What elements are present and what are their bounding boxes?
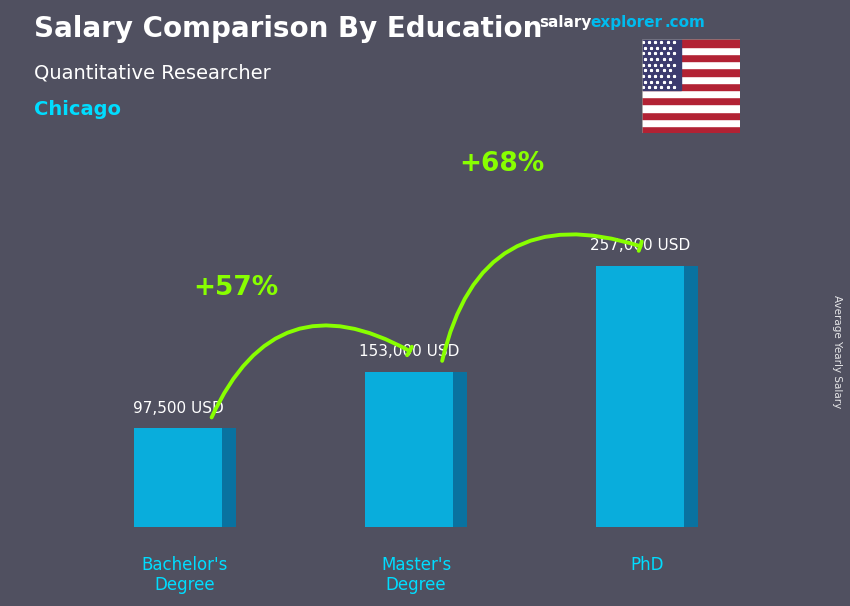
Text: +57%: +57% bbox=[193, 275, 279, 301]
Bar bbox=[642, 39, 681, 90]
Text: Master's
Degree: Master's Degree bbox=[381, 556, 451, 594]
Text: Salary Comparison By Education: Salary Comparison By Education bbox=[34, 15, 542, 43]
Bar bbox=[642, 90, 740, 97]
Text: +68%: +68% bbox=[459, 152, 544, 178]
Text: salary: salary bbox=[540, 15, 592, 30]
Bar bbox=[642, 112, 740, 119]
Polygon shape bbox=[366, 371, 453, 527]
Text: Chicago: Chicago bbox=[34, 100, 121, 119]
Polygon shape bbox=[134, 428, 222, 527]
Bar bbox=[642, 119, 740, 126]
Bar bbox=[642, 126, 740, 133]
Polygon shape bbox=[222, 428, 235, 527]
Bar bbox=[642, 83, 740, 90]
Bar bbox=[642, 68, 740, 76]
Polygon shape bbox=[684, 266, 698, 527]
Polygon shape bbox=[597, 266, 684, 527]
Text: 257,000 USD: 257,000 USD bbox=[590, 238, 690, 253]
Polygon shape bbox=[453, 371, 467, 527]
Text: Average Yearly Salary: Average Yearly Salary bbox=[832, 295, 842, 408]
Bar bbox=[642, 97, 740, 104]
Bar bbox=[642, 104, 740, 112]
Bar bbox=[642, 54, 740, 61]
Text: 97,500 USD: 97,500 USD bbox=[133, 401, 224, 416]
Text: Bachelor's
Degree: Bachelor's Degree bbox=[142, 556, 228, 594]
Bar bbox=[642, 61, 740, 68]
Text: 153,000 USD: 153,000 USD bbox=[359, 344, 459, 359]
Bar bbox=[642, 39, 740, 47]
Text: Quantitative Researcher: Quantitative Researcher bbox=[34, 64, 271, 82]
Bar bbox=[642, 47, 740, 54]
Text: PhD: PhD bbox=[631, 556, 664, 574]
Bar bbox=[642, 76, 740, 83]
Text: .com: .com bbox=[665, 15, 706, 30]
Text: explorer: explorer bbox=[591, 15, 663, 30]
